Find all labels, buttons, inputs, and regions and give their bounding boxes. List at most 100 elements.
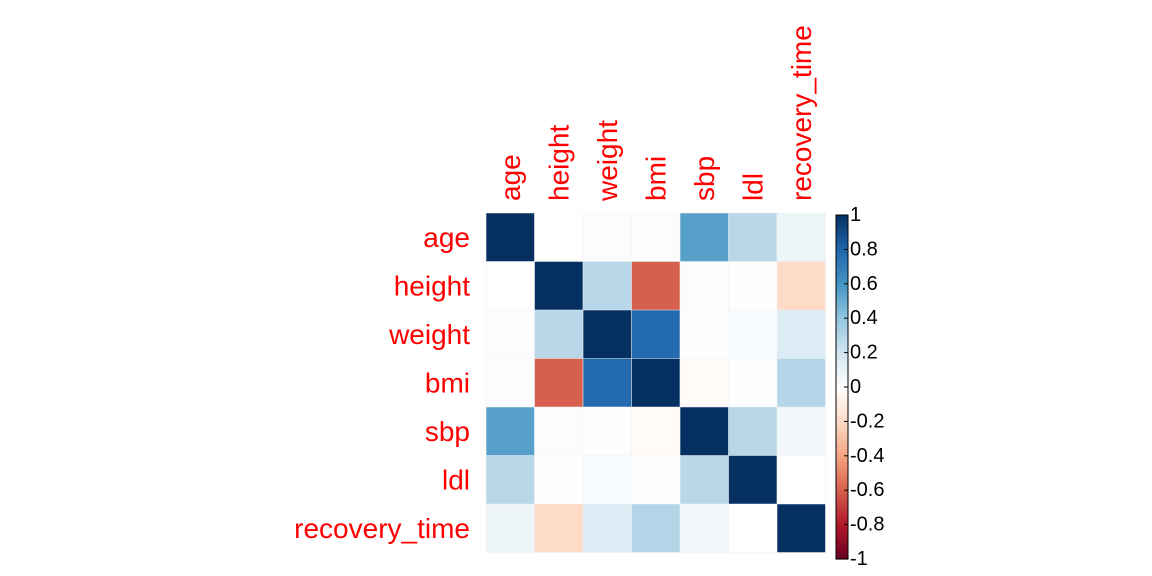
colorbar-segment xyxy=(836,524,848,529)
colorbar-segment xyxy=(836,349,848,354)
heatmap-cell-height-weight xyxy=(583,261,632,310)
colorbar-segment xyxy=(836,259,848,264)
colorbar-segment xyxy=(836,304,848,309)
heatmap-cell-bmi-ldl xyxy=(728,358,777,407)
colorbar-segment xyxy=(836,287,848,292)
colorbar-segment xyxy=(836,473,848,478)
colorbar-segment xyxy=(836,424,848,429)
colorbar-segment xyxy=(836,245,848,250)
colorbar-segment xyxy=(836,452,848,457)
colorbar-segment xyxy=(836,400,848,405)
colorbar-segment xyxy=(836,235,848,240)
heatmap-cell-height-recovery_time xyxy=(777,261,826,310)
colorbar-segment xyxy=(836,252,848,257)
colorbar-tick-label: -0.4 xyxy=(850,445,884,467)
heatmap-cell-recovery_time-sbp xyxy=(680,504,729,553)
row-label-recovery_time: recovery_time xyxy=(294,513,470,544)
column-label-recovery_time: recovery_time xyxy=(786,25,817,201)
heatmap-cell-bmi-recovery_time xyxy=(777,358,826,407)
heatmap-cell-sbp-recovery_time xyxy=(777,407,826,456)
heatmap-cell-age-sbp xyxy=(680,213,729,262)
row-label-sbp: sbp xyxy=(425,416,470,447)
column-label-bmi: bmi xyxy=(640,156,671,201)
colorbar-segment xyxy=(836,500,848,505)
heatmap-cell-bmi-weight xyxy=(583,358,632,407)
colorbar-segment xyxy=(836,335,848,340)
colorbar-segment xyxy=(836,466,848,471)
colorbar-segment xyxy=(836,373,848,378)
colorbar-segment xyxy=(836,383,848,388)
colorbar-segment xyxy=(836,352,848,357)
heatmap-cell-ldl-weight xyxy=(583,455,632,504)
colorbar-segment xyxy=(836,338,848,343)
heatmap-cell-sbp-bmi xyxy=(631,407,680,456)
colorbar-segment xyxy=(836,263,848,268)
heatmap-cell-recovery_time-recovery_time xyxy=(777,504,826,553)
colorbar-segment xyxy=(836,517,848,522)
heatmap-cells xyxy=(485,212,826,553)
row-label-height: height xyxy=(394,270,471,301)
heatmap-cell-bmi-bmi xyxy=(631,358,680,407)
colorbar-segment xyxy=(836,307,848,312)
colorbar-segment xyxy=(836,266,848,271)
heatmap-cell-sbp-ldl xyxy=(728,407,777,456)
column-labels: age height weight bmi sbp ldl recovery_time xyxy=(495,25,817,202)
colorbar-segment xyxy=(836,476,848,481)
colorbar-tick-label: 0.6 xyxy=(850,273,878,295)
heatmap-cell-sbp-weight xyxy=(583,407,632,456)
column-label-weight: weight xyxy=(592,120,623,202)
colorbar-segment xyxy=(836,331,848,336)
colorbar-segment xyxy=(836,221,848,226)
colorbar-tick-label: 0.8 xyxy=(850,238,878,260)
colorbar-tick-label: -0.2 xyxy=(850,410,884,432)
colorbar-segment xyxy=(836,507,848,512)
colorbar-segment xyxy=(836,493,848,498)
heatmap-cell-ldl-ldl xyxy=(728,455,777,504)
colorbar-segment xyxy=(836,301,848,306)
colorbar-segment xyxy=(836,397,848,402)
colorbar-segment xyxy=(836,555,848,560)
heatmap-cell-height-ldl xyxy=(728,261,777,310)
heatmap-cell-weight-recovery_time xyxy=(777,310,826,359)
colorbar-segment xyxy=(836,417,848,422)
colorbar-segment xyxy=(836,270,848,275)
heatmap-cell-sbp-height xyxy=(534,407,583,456)
colorbar-segment xyxy=(836,325,848,330)
colorbar-segment xyxy=(836,318,848,323)
colorbar-segment xyxy=(836,380,848,385)
heatmap-cell-ldl-height xyxy=(534,455,583,504)
colorbar-segment xyxy=(836,345,848,350)
colorbar-tick-label: 0.4 xyxy=(850,307,878,329)
colorbar-segment xyxy=(836,411,848,416)
colorbar-segment xyxy=(836,528,848,533)
colorbar-segment xyxy=(836,239,848,244)
row-label-age: age xyxy=(423,222,470,253)
colorbar-segment xyxy=(836,548,848,553)
colorbar-segment xyxy=(836,442,848,447)
heatmap-cell-age-weight xyxy=(583,213,632,262)
row-label-weight: weight xyxy=(388,319,470,350)
colorbar-segment xyxy=(836,390,848,395)
heatmap-cell-height-bmi xyxy=(631,261,680,310)
colorbar-segment xyxy=(836,448,848,453)
colorbar-segment xyxy=(836,514,848,519)
colorbar-segment xyxy=(836,490,848,495)
colorbar-segment xyxy=(836,356,848,361)
colorbar-segment xyxy=(836,228,848,233)
colorbar-segment xyxy=(836,249,848,254)
colorbar-segment xyxy=(836,459,848,464)
column-label-sbp: sbp xyxy=(689,156,720,201)
row-label-ldl: ldl xyxy=(442,464,470,495)
colorbar-segment xyxy=(836,455,848,460)
heatmap-cell-weight-weight xyxy=(583,310,632,359)
colorbar-segment xyxy=(836,445,848,450)
colorbar-segment xyxy=(836,273,848,278)
column-label-ldl: ldl xyxy=(737,173,768,201)
colorbar-segment xyxy=(836,497,848,502)
heatmap-cell-age-recovery_time xyxy=(777,213,826,262)
heatmap-cell-weight-bmi xyxy=(631,310,680,359)
colorbar-segment xyxy=(836,462,848,467)
colorbar-segment xyxy=(836,328,848,333)
colorbar-tick-label: -1 xyxy=(850,548,868,570)
colorbar-segment xyxy=(836,438,848,443)
